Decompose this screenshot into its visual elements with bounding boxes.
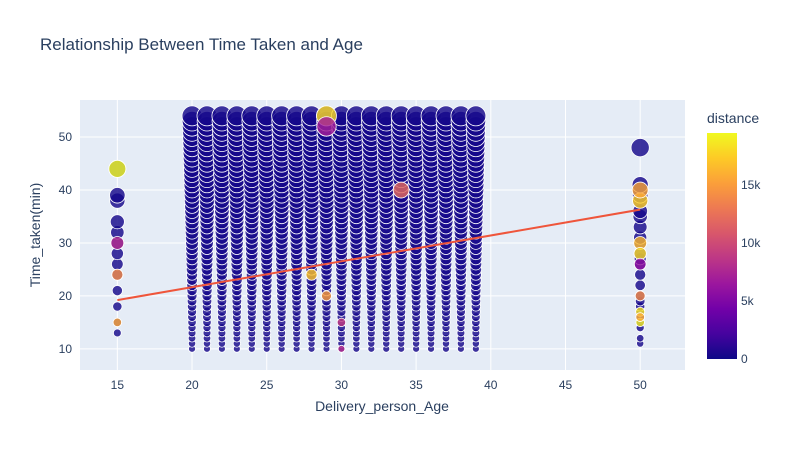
data-point (635, 334, 645, 343)
x-tick-label: 25 (260, 378, 274, 392)
x-tick-label: 20 (185, 378, 199, 392)
highlight-point (633, 246, 647, 261)
data-point (465, 105, 487, 127)
data-point (112, 301, 123, 312)
highlight-point (110, 236, 125, 250)
y-tick-label: 30 (59, 236, 73, 250)
y-axis-ticks: 10 20 30 40 50 (59, 130, 73, 356)
highlight-point (634, 290, 646, 302)
colorbar-tick-label: 15k (741, 178, 761, 192)
x-axis-title: Delivery_person_Age (315, 398, 449, 414)
data-point (113, 328, 122, 338)
data-point (109, 187, 126, 204)
x-tick-label: 35 (409, 378, 423, 392)
highlight-point (635, 312, 645, 322)
colorbar-tick-label: 0 (741, 352, 748, 366)
x-tick-label: 30 (335, 378, 349, 392)
data-point (634, 268, 647, 281)
data-point (634, 279, 646, 291)
data-points (108, 105, 650, 353)
x-tick-label: 40 (484, 378, 498, 392)
x-axis-ticks: 15 20 25 30 35 40 45 50 (111, 378, 648, 392)
y-tick-label: 50 (59, 130, 73, 144)
colorbar (707, 133, 737, 359)
y-axis-title: Time_taken(min) (27, 183, 43, 288)
highlight-point (633, 257, 647, 271)
highlight-point (392, 181, 410, 199)
x-tick-label: 50 (634, 378, 648, 392)
highlight-point (336, 317, 347, 327)
trendline (117, 208, 641, 302)
highlight-point (108, 159, 127, 178)
highlight-point (112, 317, 122, 327)
y-tick-label: 10 (59, 342, 73, 356)
y-tick-label: 20 (59, 289, 73, 303)
colorbar-tick-label: 10k (741, 236, 761, 250)
highlight-point (337, 344, 346, 353)
data-point (630, 138, 650, 158)
y-tick-label: 40 (59, 183, 73, 197)
highlight-point (321, 290, 332, 302)
highlight-point (316, 116, 337, 137)
highlight-point (305, 268, 318, 281)
colorbar-ticks: 0 5k 10k 15k (741, 178, 761, 366)
highlight-point (631, 181, 649, 199)
x-tick-label: 45 (559, 378, 573, 392)
trendline-group (117, 208, 641, 302)
chart-title: Relationship Between Time Taken and Age (40, 35, 363, 54)
colorbar-title: distance (707, 110, 759, 126)
colorbar-tick-label: 5k (741, 294, 755, 308)
highlight-point (111, 268, 124, 281)
data-point (111, 285, 123, 297)
data-point (109, 214, 125, 230)
x-tick-label: 15 (111, 378, 125, 392)
